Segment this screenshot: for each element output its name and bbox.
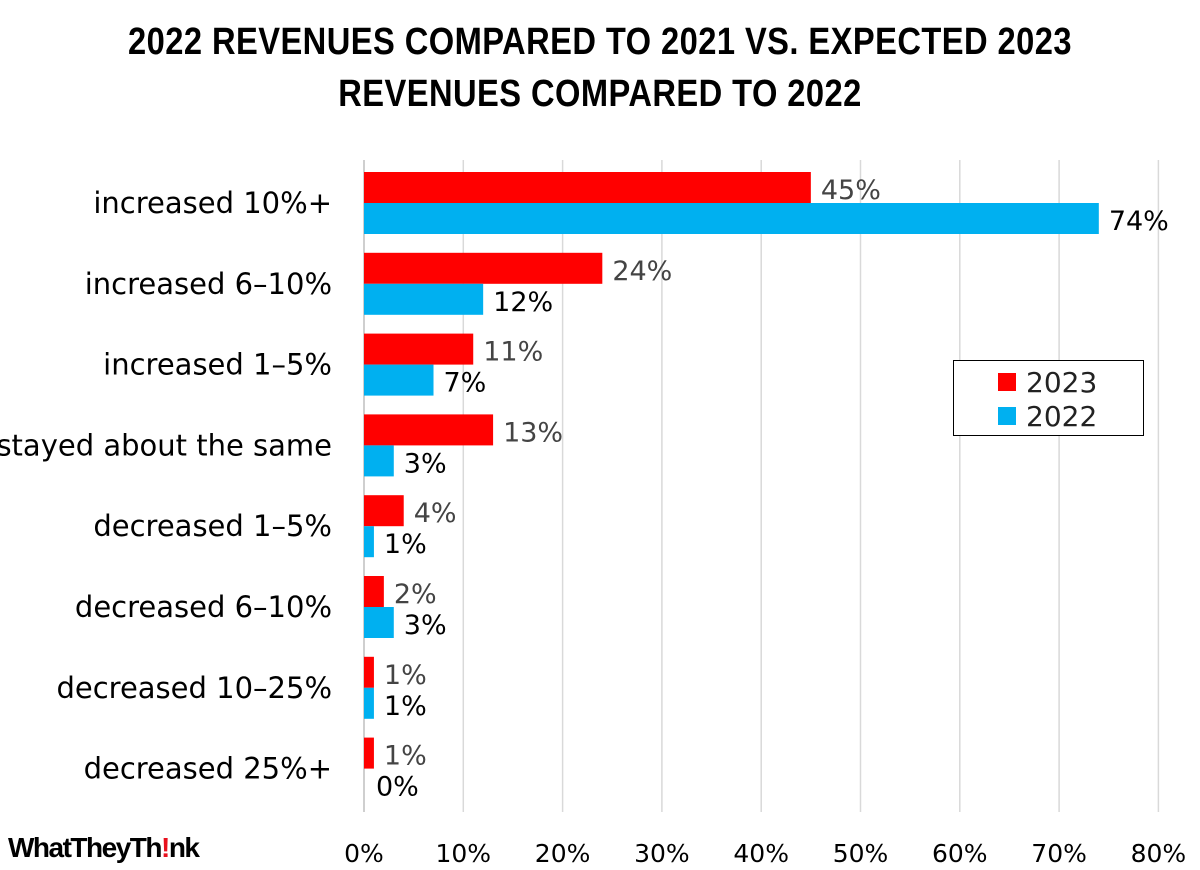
legend-item-2022: 2022 <box>998 399 1097 433</box>
x-tick-label: 70% <box>1031 839 1087 868</box>
bar-2022 <box>364 687 374 719</box>
whattheythink-logo: WhatTheyTh!nk <box>8 832 200 864</box>
data-label-2023: 2% <box>394 579 437 610</box>
category-label: decreased 25%+ <box>84 752 332 786</box>
data-label-2023: 24% <box>612 256 672 287</box>
category-label: increased 6–10% <box>85 267 332 301</box>
data-label-2022: 12% <box>493 287 553 318</box>
category-label: increased 10%+ <box>93 186 332 220</box>
legend-label-2023: 2023 <box>1026 365 1098 399</box>
data-label-2023: 4% <box>414 498 457 529</box>
logo-text-start: WhatTheyTh <box>8 832 163 863</box>
x-tick-label: 40% <box>733 839 789 868</box>
data-label-2022: 1% <box>384 529 427 560</box>
x-tick-label: 50% <box>833 839 889 868</box>
chart-title: 2022 REVENUES COMPARED TO 2021 VS. EXPEC… <box>84 16 1116 120</box>
bar-2023 <box>364 656 374 688</box>
x-tick-label: 80% <box>1131 839 1187 868</box>
x-tick-label: 0% <box>344 839 384 868</box>
chart-title-line-1: 2022 REVENUES COMPARED TO 2021 VS. EXPEC… <box>128 21 1072 63</box>
legend-label-2022: 2022 <box>1026 399 1098 433</box>
data-label-2022: 3% <box>404 448 447 479</box>
x-tick-label: 20% <box>535 839 591 868</box>
category-label: stayed about the same <box>0 428 332 462</box>
data-label-2023: 11% <box>483 337 543 368</box>
data-label-2023: 45% <box>821 175 881 206</box>
data-label-2023: 1% <box>384 741 427 772</box>
logo-text-end: nk <box>168 832 200 863</box>
category-label: decreased 1–5% <box>93 509 332 543</box>
legend-item-2023: 2023 <box>998 365 1097 399</box>
chart-title-line-2: REVENUES COMPARED TO 2022 <box>338 73 862 115</box>
x-tick-label: 60% <box>932 839 988 868</box>
legend: 2023 2022 <box>953 360 1144 436</box>
bar-2023 <box>364 576 384 607</box>
bar-2022 <box>364 203 1099 234</box>
x-tick-label: 30% <box>634 839 690 868</box>
category-label: increased 1–5% <box>103 348 332 382</box>
data-label-2023: 1% <box>384 660 427 691</box>
x-tick-label: 10% <box>436 839 492 868</box>
category-label: decreased 6–10% <box>75 590 332 624</box>
data-label-2022: 1% <box>384 691 427 722</box>
data-label-2022: 7% <box>444 368 487 399</box>
category-label: decreased 10–25% <box>56 671 332 705</box>
bar-2023 <box>364 172 811 203</box>
bar-2023 <box>364 333 474 365</box>
bar-2023 <box>364 252 603 284</box>
data-label-2022: 3% <box>404 610 447 641</box>
bar-2022 <box>364 445 394 477</box>
data-label-2023: 13% <box>503 417 563 448</box>
data-label-2022: 0% <box>376 772 419 803</box>
bar-2022 <box>364 607 394 638</box>
bar-2022 <box>364 526 374 558</box>
data-label-2022: 74% <box>1109 206 1169 237</box>
bar-2022 <box>364 283 484 315</box>
bar-2023 <box>364 414 494 446</box>
bar-2023 <box>364 737 374 769</box>
legend-swatch-2022 <box>998 407 1016 425</box>
bar-2022 <box>364 364 434 396</box>
logo-exclamation-mark: ! <box>161 832 170 863</box>
legend-swatch-2023 <box>998 373 1016 391</box>
bar-2023 <box>364 495 404 527</box>
